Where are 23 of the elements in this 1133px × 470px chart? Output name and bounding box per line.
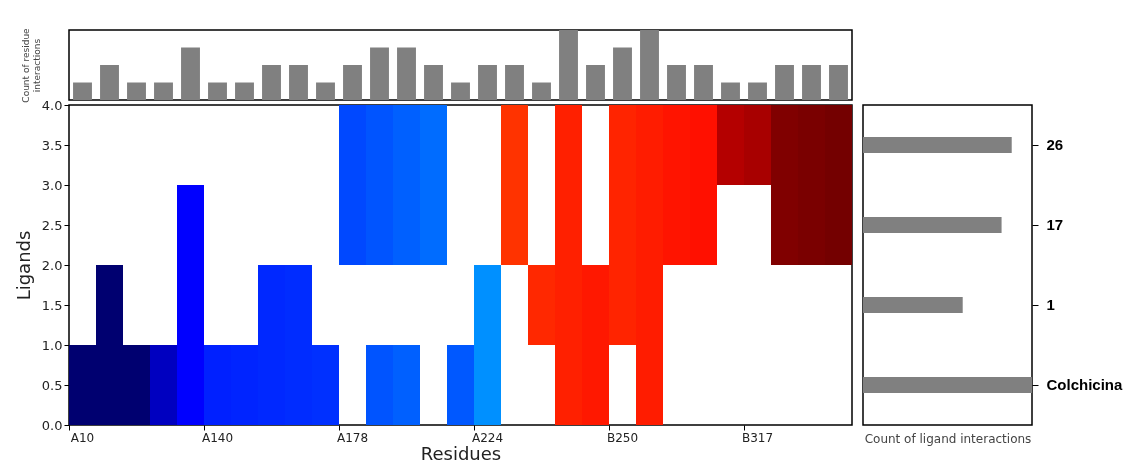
y-tick-label: 4.0 [41,97,63,113]
x-tick-label: A178 [336,430,369,445]
y-tick-label: 26 [1046,136,1064,153]
x-axis-title: Count of ligand interactions [864,431,1032,446]
y-axis-title: Count of residue interactions [20,27,42,103]
y-tick-label: 3.5 [41,137,63,153]
x-axis-title: Residues [420,442,502,464]
y-tick-label: 1.0 [41,337,63,353]
x-tick-label: B317 [741,430,774,445]
x-tick-label: A224 [471,430,504,445]
y-tick-label: 0.5 [41,377,63,393]
y-tick-label: 0.0 [41,417,63,433]
y-tick-label: 2.5 [41,217,63,233]
y-tick-label: 1.5 [41,297,63,313]
y-axis-title: Ligands [12,230,34,301]
y-tick-label: 3.0 [41,177,63,193]
x-tick-label: B250 [606,430,639,445]
y-tick-label: Colchicina [1046,376,1124,393]
y-tick-label: 1 [1046,296,1055,313]
x-tick-label: A140 [201,430,234,445]
x-tick-label: A10 [70,430,95,445]
y-tick-label: 2.0 [41,257,63,273]
y-tick-label: 17 [1046,216,1064,233]
